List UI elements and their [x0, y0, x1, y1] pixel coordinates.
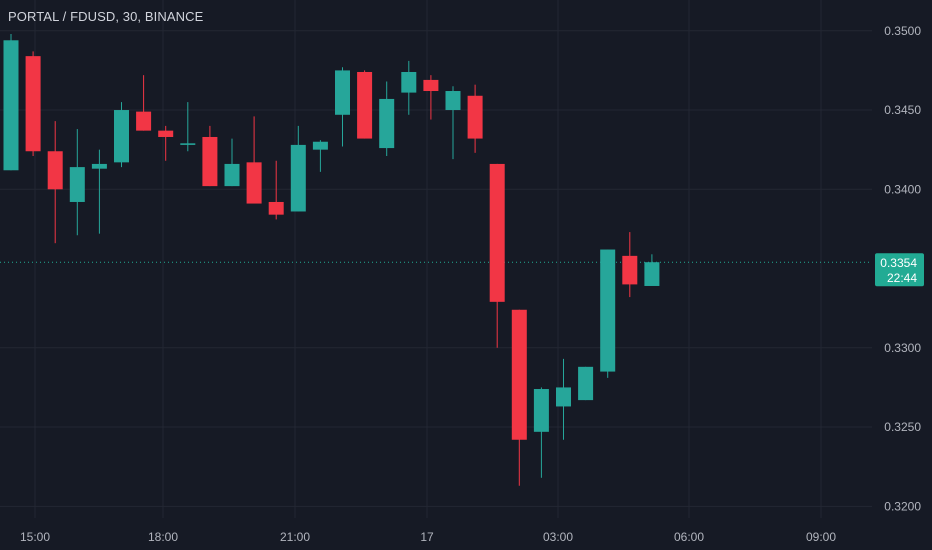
candle-body-up: [600, 249, 616, 372]
candle: [180, 102, 196, 152]
candle: [158, 125, 174, 161]
y-tick-label: 0.3250: [884, 420, 921, 434]
candle: [401, 60, 417, 115]
candle: [379, 81, 395, 157]
candle: [445, 86, 461, 160]
candle: [622, 232, 638, 298]
candle-body-up: [290, 144, 306, 212]
candle-body-up: [91, 163, 107, 169]
candle-body-up: [180, 143, 196, 145]
y-tick-label: 0.3300: [884, 341, 921, 355]
y-tick-label: 0.3450: [884, 103, 921, 117]
x-tick-label: 17: [420, 530, 434, 544]
candle-body-up: [69, 167, 85, 202]
candle: [423, 75, 439, 120]
candle: [600, 249, 616, 378]
candle-body-down: [357, 71, 373, 139]
last-price-badge-bg: [875, 253, 924, 287]
candle-body-up: [578, 366, 594, 401]
candle: [533, 387, 549, 478]
x-tick-label: 21:00: [280, 530, 310, 544]
candle: [246, 116, 262, 204]
candle: [556, 358, 571, 440]
candle-body-up: [533, 389, 549, 432]
candle: [202, 125, 218, 187]
candle-body-up: [644, 262, 660, 286]
candle: [114, 102, 129, 168]
candle-body-up: [335, 70, 350, 115]
x-tick-label: 18:00: [148, 530, 178, 544]
candle: [47, 121, 63, 244]
candle: [489, 163, 505, 348]
candle-body-up: [556, 387, 571, 407]
candle: [91, 149, 107, 234]
candle: [467, 84, 483, 153]
candle-body-down: [25, 56, 41, 152]
candle-body-up: [224, 163, 240, 187]
y-tick-label: 0.3200: [884, 499, 921, 513]
y-tick-label: 0.3400: [884, 182, 921, 196]
candle: [136, 75, 152, 131]
candle: [25, 51, 41, 157]
candle-body-down: [268, 201, 284, 215]
candle-body-down: [158, 130, 174, 137]
x-tick-label: 06:00: [674, 530, 704, 544]
last-price-badge: 0.3354 22:44: [875, 253, 924, 287]
candle-body-down: [47, 151, 63, 190]
price-axis[interactable]: 0.3500 0.3450 0.3400 0.3300 0.3250 0.3200: [884, 24, 921, 514]
horizontal-grid-lines: [0, 30, 872, 507]
candle: [357, 70, 373, 139]
candle-body-down: [467, 95, 483, 139]
candle: [268, 160, 284, 220]
candle-body-down: [423, 79, 439, 92]
x-tick-label: 15:00: [20, 530, 50, 544]
y-tick-label: 0.3500: [884, 24, 921, 38]
candle: [3, 33, 19, 171]
candle-body-down: [489, 163, 505, 302]
candle-body-down: [246, 162, 262, 204]
candle-body-down: [622, 255, 638, 285]
candles: [3, 33, 660, 486]
candle-body-down: [136, 111, 152, 131]
candle: [290, 125, 306, 212]
candle: [578, 366, 594, 401]
time-axis[interactable]: 15:00 18:00 21:00 17 03:00 06:00 09:00: [20, 530, 836, 544]
candle: [69, 129, 85, 236]
candle-body-down: [202, 136, 218, 187]
candle: [224, 138, 240, 187]
candle-countdown-label: 22:44: [887, 271, 917, 285]
chart-title: PORTAL / FDUSD, 30, BINANCE: [8, 9, 204, 24]
x-tick-label: 03:00: [543, 530, 573, 544]
candle-body-up: [401, 71, 417, 93]
last-price-label: 0.3354: [880, 256, 917, 270]
candle: [644, 254, 660, 286]
x-tick-label: 09:00: [806, 530, 836, 544]
candle: [335, 67, 350, 147]
candle: [312, 140, 328, 172]
candle-body-down: [511, 309, 527, 440]
candle-body-up: [114, 110, 129, 163]
candle-body-up: [445, 91, 461, 111]
candle: [511, 309, 527, 486]
candle-body-up: [3, 40, 19, 171]
candle-body-up: [312, 141, 328, 150]
candle-body-up: [379, 98, 395, 149]
